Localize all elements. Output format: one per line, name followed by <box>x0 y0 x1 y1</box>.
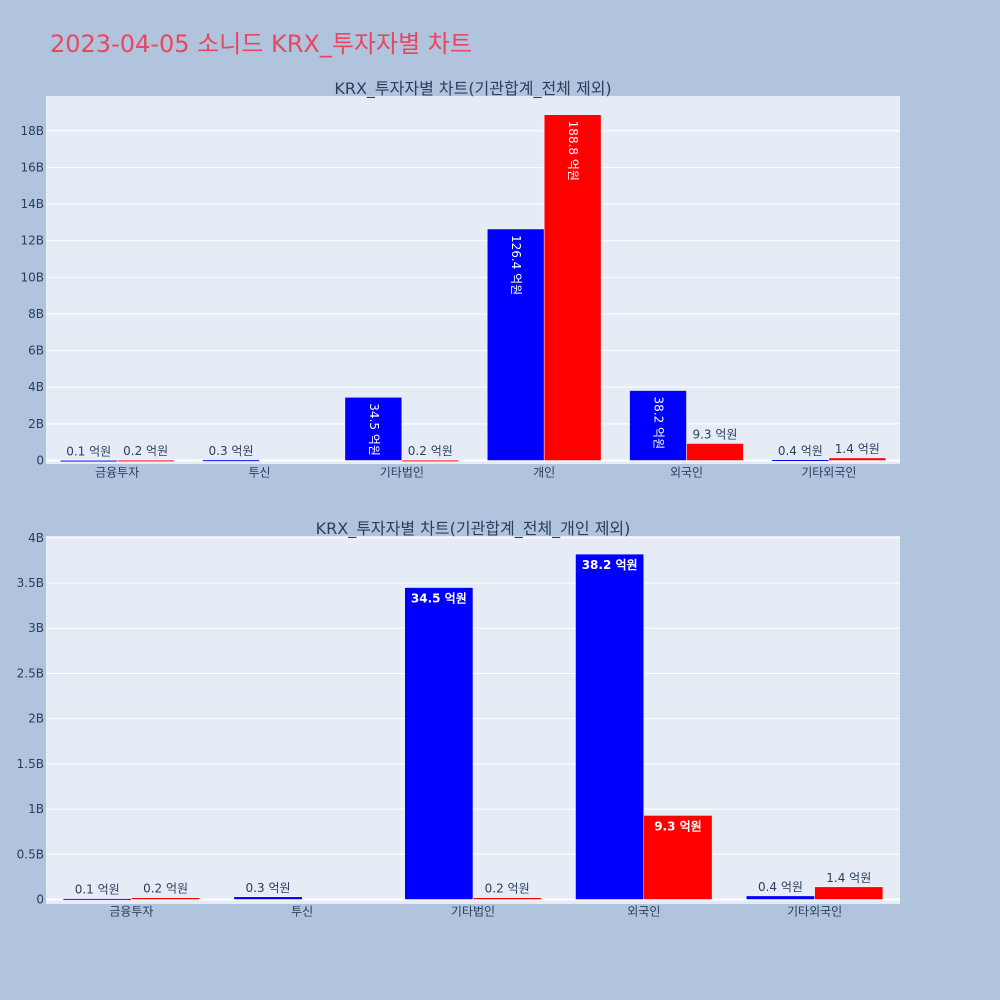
bar <box>131 897 200 900</box>
bar <box>629 390 687 461</box>
y-tick-label: 2B <box>28 417 44 431</box>
bar <box>814 886 884 900</box>
data-label: 38.2 억원 <box>652 397 666 450</box>
data-label: 0.1 억원 <box>75 883 120 897</box>
bar <box>486 228 545 461</box>
bar <box>472 897 542 900</box>
y-tick-label: 0.5B <box>17 847 44 861</box>
bar <box>643 815 713 900</box>
y-tick-label: 8B <box>28 307 44 321</box>
chart-title: KRX_투자자별 차트(기관합계_전체 제외) <box>334 79 611 99</box>
x-tick-label: 투신 <box>291 905 313 919</box>
data-label: 34.5 억원 <box>367 403 381 456</box>
x-tick-label: 금융투자 <box>95 466 139 480</box>
x-tick-label: 기타법인 <box>451 905 495 919</box>
bar <box>401 459 460 462</box>
data-label: 38.2 억원 <box>582 558 638 572</box>
y-tick-label: 2.5B <box>17 666 44 680</box>
y-tick-label: 14B <box>20 197 44 211</box>
data-label: 1.4 억원 <box>826 871 871 885</box>
x-tick-label: 금융투자 <box>109 905 153 919</box>
x-tick-label: 외국인 <box>627 905 660 919</box>
bar <box>59 460 118 463</box>
y-tick-label: 4B <box>28 380 44 394</box>
bar <box>202 459 260 462</box>
bar <box>828 457 887 461</box>
bar <box>233 896 303 900</box>
data-label: 9.3 억원 <box>654 819 702 833</box>
x-tick-label: 기타외국인 <box>787 905 842 919</box>
y-tick-label: 1.5B <box>17 757 44 771</box>
bar <box>686 443 744 461</box>
data-label: 0.2 억원 <box>408 444 453 458</box>
y-tick-label: 1B <box>28 802 44 816</box>
bar <box>543 114 602 461</box>
x-tick-label: 외국인 <box>670 466 703 480</box>
data-label: 0.2 억원 <box>485 882 530 896</box>
y-tick-label: 0 <box>36 454 44 468</box>
bar <box>746 895 815 900</box>
data-label: 0.4 억원 <box>778 444 823 458</box>
page-title: 2023-04-05 소니드 KRX_투자자별 차트 <box>50 30 472 58</box>
y-tick-label: 16B <box>20 160 44 174</box>
y-tick-label: 3.5B <box>17 576 44 590</box>
data-label: 0.3 억원 <box>209 444 254 458</box>
bar <box>575 553 645 900</box>
y-tick-label: 0 <box>36 893 44 907</box>
chart-title: KRX_투자자별 차트(기관합계_전체_개인 제외) <box>316 519 631 539</box>
data-label: 9.3 억원 <box>692 427 737 441</box>
y-tick-label: 3B <box>28 621 44 635</box>
x-tick-label: 개인 <box>533 466 555 480</box>
x-tick-label: 투신 <box>248 466 270 480</box>
x-tick-label: 기타법인 <box>380 466 424 480</box>
chart-1: 0 2B 4B 6B 8B 10B 12B 14B 16B 18B KRX_투자자별 차트(기관합계… <box>20 79 900 480</box>
x-tick-label: 기타외국인 <box>801 466 856 480</box>
bar <box>62 898 132 901</box>
data-label: 1.4 억원 <box>835 442 880 456</box>
bar <box>404 587 474 900</box>
plot-area <box>46 96 900 464</box>
y-tick-label: 2B <box>28 712 44 726</box>
y-tick-label: 10B <box>20 270 44 284</box>
y-tick-label: 12B <box>20 234 44 248</box>
data-label: 188.8 억원 <box>566 121 580 181</box>
bar <box>116 459 175 462</box>
bar <box>344 397 403 461</box>
data-label: 0.2 억원 <box>123 444 168 458</box>
chart-2: 0 0.5B 1B 1.5B 2B 2.5B 3B 3.5B 4B KRX_투자자별 차트(기관합… <box>17 519 900 919</box>
y-tick-label: 18B <box>20 124 44 138</box>
data-label: 0.3 억원 <box>246 881 291 895</box>
data-label: 126.4 억원 <box>509 235 523 295</box>
data-label: 0.1 억원 <box>66 444 111 458</box>
bar <box>771 459 830 462</box>
y-tick-label: 4B <box>28 531 44 545</box>
data-label: 0.4 억원 <box>758 880 803 894</box>
data-label: 34.5 억원 <box>411 592 467 606</box>
data-label: 0.2 억원 <box>143 882 188 896</box>
y-tick-label: 6B <box>28 344 44 358</box>
